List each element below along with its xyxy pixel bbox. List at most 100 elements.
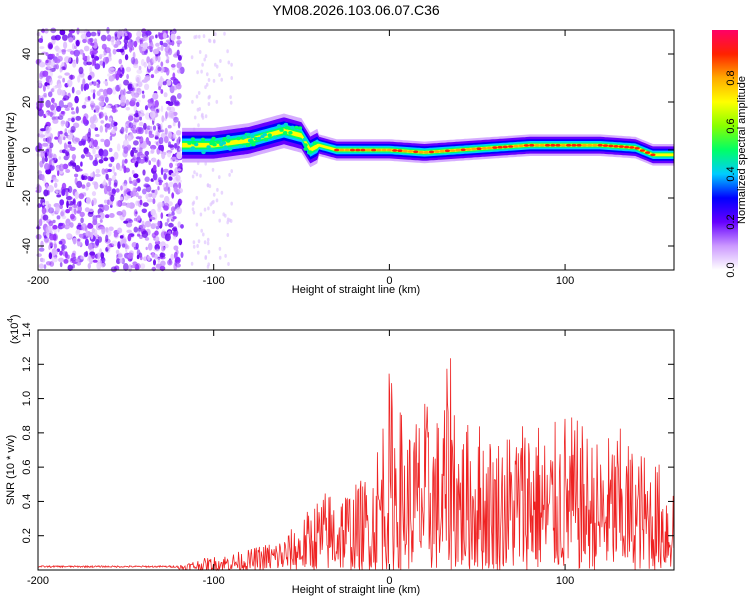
noise-dot [72, 122, 80, 129]
noise-dot [157, 206, 162, 213]
noise-dot [61, 215, 67, 220]
noise-dot [74, 173, 79, 178]
noise-dot [143, 122, 147, 130]
colorbar-tick-label: 0.6 [725, 118, 737, 133]
ridge-peak [392, 149, 398, 152]
noise-dot [121, 209, 127, 218]
top-y-axis-label: Frequency (Hz) [5, 112, 17, 188]
colorbar-ticks: 0.0 0.2 0.4 0.6 0.8 [725, 70, 737, 277]
noise-dot [46, 85, 50, 90]
noise-dot [116, 143, 121, 152]
noise-dot [171, 211, 175, 217]
ridge-blob [288, 131, 293, 135]
noise-dot [36, 253, 42, 257]
noise-dot [163, 151, 167, 156]
noise-dot [80, 74, 85, 79]
noise-dot [170, 206, 176, 213]
noise-dot [141, 47, 147, 51]
ridge-peak [518, 144, 524, 148]
noise-dot [68, 161, 73, 167]
noise-dot [112, 105, 117, 114]
noise-dot [108, 163, 113, 168]
noise-dot [201, 115, 205, 120]
noise-dot [146, 125, 151, 130]
y-tick-label: 20 [21, 96, 33, 108]
ridge-peak [439, 149, 445, 153]
noise-dot [95, 107, 100, 113]
noise-dot [87, 75, 92, 81]
noise-dot [125, 91, 132, 94]
ridge-blob [290, 125, 295, 130]
noise-dot [69, 146, 76, 151]
noise-dot [41, 258, 46, 263]
ridge-blob [206, 145, 211, 149]
noise-dot [204, 256, 207, 260]
noise-dot [190, 55, 194, 60]
ridge-blob [251, 142, 256, 147]
noise-dot [121, 67, 125, 75]
noise-dot [103, 204, 110, 211]
noise-dot [160, 260, 166, 267]
noise-dot [178, 188, 183, 194]
noise-dot [120, 94, 126, 103]
noise-dot [90, 89, 94, 93]
noise-dot [145, 246, 148, 251]
noise-dot [99, 125, 104, 133]
noise-dot [113, 44, 119, 48]
noise-dot [41, 28, 45, 34]
noise-dot [195, 195, 199, 200]
noise-dot [191, 201, 195, 206]
ridge-peak [529, 143, 535, 147]
noise-dot [91, 197, 97, 206]
noise-dot [118, 83, 122, 88]
noise-dot [78, 241, 82, 247]
noise-dot [90, 172, 94, 178]
ridge-blob [226, 135, 231, 139]
noise-dot [39, 134, 46, 138]
noise-dot [99, 95, 106, 100]
noise-dot [36, 32, 41, 37]
noise-dot [58, 100, 64, 109]
noise-dot [57, 83, 62, 89]
noise-dot [171, 227, 178, 232]
colorbar-tick-label: 0.2 [725, 214, 737, 229]
noise-dot [94, 56, 100, 61]
noise-dot [122, 243, 126, 248]
noise-dot [52, 86, 58, 89]
noise-dot [208, 184, 212, 189]
noise-dot [173, 142, 178, 149]
ridge-peak [492, 146, 498, 149]
noise-dot [89, 66, 92, 73]
noise-dot [89, 82, 93, 86]
noise-dot [50, 179, 54, 183]
y-tick-label: 0 [21, 147, 33, 153]
noise-dot [173, 78, 179, 86]
noise-dot [169, 162, 173, 169]
noise-dot [176, 49, 180, 57]
noise-dot [160, 167, 164, 176]
noise-dot [163, 136, 169, 144]
noise-dot [230, 76, 233, 80]
noise-dot [55, 205, 60, 214]
ridge-peak [381, 148, 387, 152]
ridge-blob [219, 142, 224, 147]
noise-dot [126, 229, 132, 234]
noise-dot [137, 186, 141, 192]
noise-dot [125, 106, 131, 111]
noise-dot [119, 235, 124, 239]
noise-dot [57, 75, 63, 79]
ridge-peak [508, 145, 514, 148]
bottom-x-axis-label: Height of straight line (km) [292, 584, 420, 596]
noise-dot [192, 244, 196, 249]
noise-dot [166, 218, 170, 223]
noise-dot [70, 74, 73, 80]
noise-dot [117, 252, 123, 261]
noise-dot [63, 136, 66, 141]
noise-dot [215, 64, 219, 69]
noise-dot [78, 233, 84, 238]
ridge-peak [544, 143, 551, 147]
noise-dot [144, 83, 150, 91]
noise-dot [171, 172, 176, 177]
noise-dot [53, 243, 58, 249]
